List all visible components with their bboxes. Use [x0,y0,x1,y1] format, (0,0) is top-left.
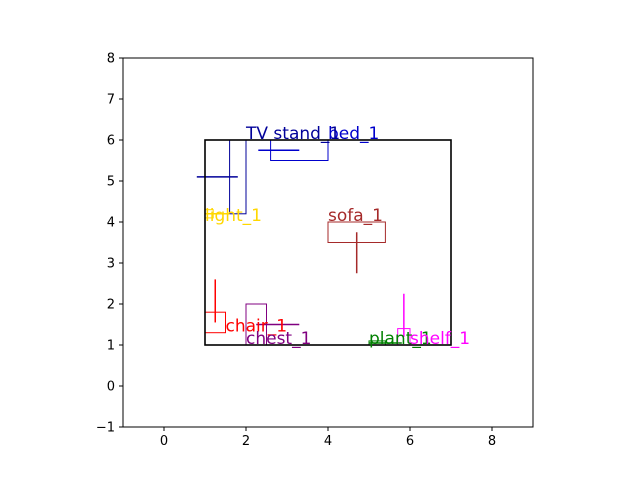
y-tick-label: 0 [107,380,115,395]
x-tick-label: 2 [242,434,250,449]
x-tick-label: 8 [488,434,496,449]
x-tick-label: 0 [160,434,168,449]
object-label-plant-1: plant_1 [369,329,432,349]
object-label-chair-1: chair_1 [226,317,288,337]
x-tick-label: 4 [324,434,332,449]
y-tick-label: 7 [107,93,115,108]
y-tick-label: 3 [107,257,115,272]
y-tick-label: 4 [107,216,115,231]
objects-layer [196,139,411,346]
object-label-chest-1: chest_1 [246,329,311,349]
y-tick-label: 1 [107,339,115,354]
y-tick-label: 2 [107,298,115,313]
x-axis-ticks: 0 2 4 6 8 [160,427,496,449]
object-label-bed-1: bed_1 [328,124,379,144]
y-tick-label: 6 [107,134,115,149]
labels-layer: bed_1TV stand_1 light_1 sofa_1 chair_1chest… [205,124,470,349]
y-tick-label: 5 [107,175,115,190]
object-label-shelf-1: shelf_1 [410,329,470,349]
y-tick-label: 8 [107,52,115,67]
object-label-light-1: light_1 [205,206,262,226]
y-tick-label: −1 [96,421,115,436]
object-label-tv-stand-1: TV stand_1 [245,124,340,144]
object-label-sofa-1: sofa_1 [328,206,383,226]
room-outline [204,139,452,346]
x-tick-label: 6 [406,434,414,449]
room-layer [204,139,452,346]
y-axis-ticks: −1 0 1 2 3 4 5 6 7 8 [96,52,123,436]
